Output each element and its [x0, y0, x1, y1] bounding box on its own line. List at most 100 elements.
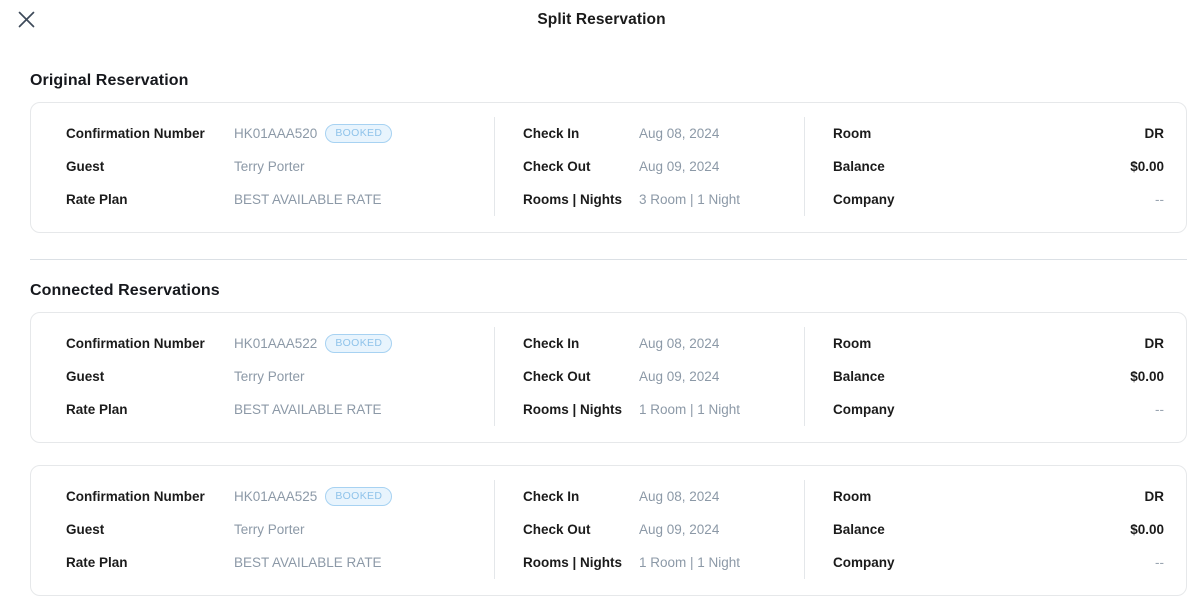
detail-row: Rate Plan BEST AVAILABLE RATE	[66, 546, 494, 579]
detail-label: Guest	[66, 369, 105, 384]
split-reservation-content: Original Reservation Confirmation Number H…	[0, 40, 1203, 596]
detail-value: Terry Porter	[234, 159, 305, 174]
section-divider	[30, 259, 1187, 260]
close-icon	[18, 11, 35, 28]
detail-row: Confirmation Number HK01AAA520 BOOKED	[66, 117, 494, 150]
reservation-card[interactable]: Confirmation Number HK01AAA522 BOOKED Guest…	[30, 312, 1187, 443]
detail-row: Room DR	[833, 327, 1164, 360]
card-column-right: Room DR Balance $0.00 Company --	[804, 117, 1168, 216]
detail-value: $0.00	[1130, 369, 1164, 384]
detail-label: Balance	[833, 522, 885, 537]
card-column-left: Confirmation Number HK01AAA522 BOOKED Guest…	[49, 327, 494, 426]
detail-label: Company	[833, 402, 895, 417]
section-heading: Original Reservation	[30, 72, 189, 89]
status-badge: BOOKED	[325, 334, 393, 353]
detail-row: Room DR	[833, 480, 1164, 513]
detail-value: 1 Room | 1 Night	[639, 402, 741, 417]
detail-row: Check Out Aug 09, 2024	[523, 360, 804, 393]
detail-label: Confirmation Number	[66, 336, 205, 351]
detail-value: $0.00	[1130, 522, 1164, 537]
detail-row: Guest Terry Porter	[66, 513, 494, 546]
detail-label: Confirmation Number	[66, 489, 205, 504]
detail-row: Confirmation Number HK01AAA525 BOOKED	[66, 480, 494, 513]
confirmation-number-cell: HK01AAA525 BOOKED	[234, 487, 393, 506]
detail-label: Rooms | Nights	[523, 402, 623, 417]
card-column-left: Confirmation Number HK01AAA520 BOOKED Guest…	[49, 117, 494, 216]
section-heading: Connected Reservations	[30, 282, 220, 299]
detail-value: Terry Porter	[234, 369, 305, 384]
detail-row: Check In Aug 08, 2024	[523, 480, 804, 513]
card-column-mid: Check In Aug 08, 2024 Check Out Aug 09, 202…	[494, 327, 804, 426]
detail-label: Guest	[66, 522, 105, 537]
detail-label: Rate Plan	[66, 402, 128, 417]
confirmation-number-value[interactable]: HK01AAA520	[234, 126, 318, 141]
detail-value: DR	[1144, 126, 1165, 141]
detail-value: DR	[1144, 336, 1165, 351]
page-title: Split Reservation	[537, 11, 666, 28]
status-badge: BOOKED	[325, 124, 393, 143]
detail-label: Rooms | Nights	[523, 192, 623, 207]
detail-value: --	[1155, 555, 1164, 570]
card-column-mid: Check In Aug 08, 2024 Check Out Aug 09, 202…	[494, 480, 804, 579]
detail-value: Aug 08, 2024	[639, 126, 720, 141]
detail-value: Aug 09, 2024	[639, 369, 720, 384]
detail-row: Check Out Aug 09, 2024	[523, 513, 804, 546]
detail-label: Room	[833, 336, 872, 351]
detail-row: Company --	[833, 546, 1164, 579]
detail-label: Room	[833, 489, 872, 504]
section-original-reservation: Original Reservation Confirmation Number H…	[14, 40, 1189, 233]
card-column-right: Room DR Balance $0.00 Company --	[804, 327, 1168, 426]
detail-row: Rooms | Nights 1 Room | 1 Night	[523, 546, 804, 579]
detail-value: Terry Porter	[234, 522, 305, 537]
detail-row: Room DR	[833, 117, 1164, 150]
detail-value: --	[1155, 192, 1164, 207]
detail-row: Rooms | Nights 1 Room | 1 Night	[523, 393, 804, 426]
detail-label: Room	[833, 126, 872, 141]
detail-label: Check Out	[523, 522, 591, 537]
reservation-card[interactable]: Confirmation Number HK01AAA520 BOOKED Guest…	[30, 102, 1187, 233]
reservation-card[interactable]: Confirmation Number HK01AAA525 BOOKED Guest…	[30, 465, 1187, 596]
detail-label: Balance	[833, 369, 885, 384]
detail-value: Aug 09, 2024	[639, 522, 720, 537]
detail-value: --	[1155, 402, 1164, 417]
status-badge: BOOKED	[325, 487, 393, 506]
detail-label: Company	[833, 555, 895, 570]
detail-row: Check Out Aug 09, 2024	[523, 150, 804, 183]
detail-row: Balance $0.00	[833, 360, 1164, 393]
detail-row: Company --	[833, 393, 1164, 426]
detail-row: Rate Plan BEST AVAILABLE RATE	[66, 183, 494, 216]
detail-label: Check In	[523, 489, 580, 504]
detail-label: Check In	[523, 126, 580, 141]
detail-value: Aug 09, 2024	[639, 159, 720, 174]
detail-value: Aug 08, 2024	[639, 336, 720, 351]
detail-label: Check In	[523, 336, 580, 351]
confirmation-number-value[interactable]: HK01AAA522	[234, 336, 318, 351]
detail-value: DR	[1144, 489, 1165, 504]
detail-label: Rooms | Nights	[523, 555, 623, 570]
detail-row: Company --	[833, 183, 1164, 216]
detail-row: Balance $0.00	[833, 150, 1164, 183]
confirmation-number-cell: HK01AAA520 BOOKED	[234, 124, 393, 143]
detail-label: Company	[833, 192, 895, 207]
card-column-right: Room DR Balance $0.00 Company --	[804, 480, 1168, 579]
card-column-mid: Check In Aug 08, 2024 Check Out Aug 09, 202…	[494, 117, 804, 216]
detail-label: Balance	[833, 159, 885, 174]
detail-label: Rate Plan	[66, 555, 128, 570]
detail-label: Guest	[66, 159, 105, 174]
detail-row: Rooms | Nights 3 Room | 1 Night	[523, 183, 804, 216]
detail-label: Rate Plan	[66, 192, 128, 207]
detail-row: Rate Plan BEST AVAILABLE RATE	[66, 393, 494, 426]
detail-value: BEST AVAILABLE RATE	[234, 555, 382, 570]
close-button[interactable]	[13, 6, 39, 32]
confirmation-number-value[interactable]: HK01AAA525	[234, 489, 318, 504]
detail-row: Check In Aug 08, 2024	[523, 327, 804, 360]
confirmation-number-cell: HK01AAA522 BOOKED	[234, 334, 393, 353]
detail-row: Guest Terry Porter	[66, 150, 494, 183]
detail-label: Check Out	[523, 369, 591, 384]
detail-value: BEST AVAILABLE RATE	[234, 402, 382, 417]
detail-label: Check Out	[523, 159, 591, 174]
detail-value: 3 Room | 1 Night	[639, 192, 741, 207]
modal-header: Split Reservation	[0, 0, 1203, 40]
detail-row: Guest Terry Porter	[66, 360, 494, 393]
detail-value: $0.00	[1130, 159, 1164, 174]
